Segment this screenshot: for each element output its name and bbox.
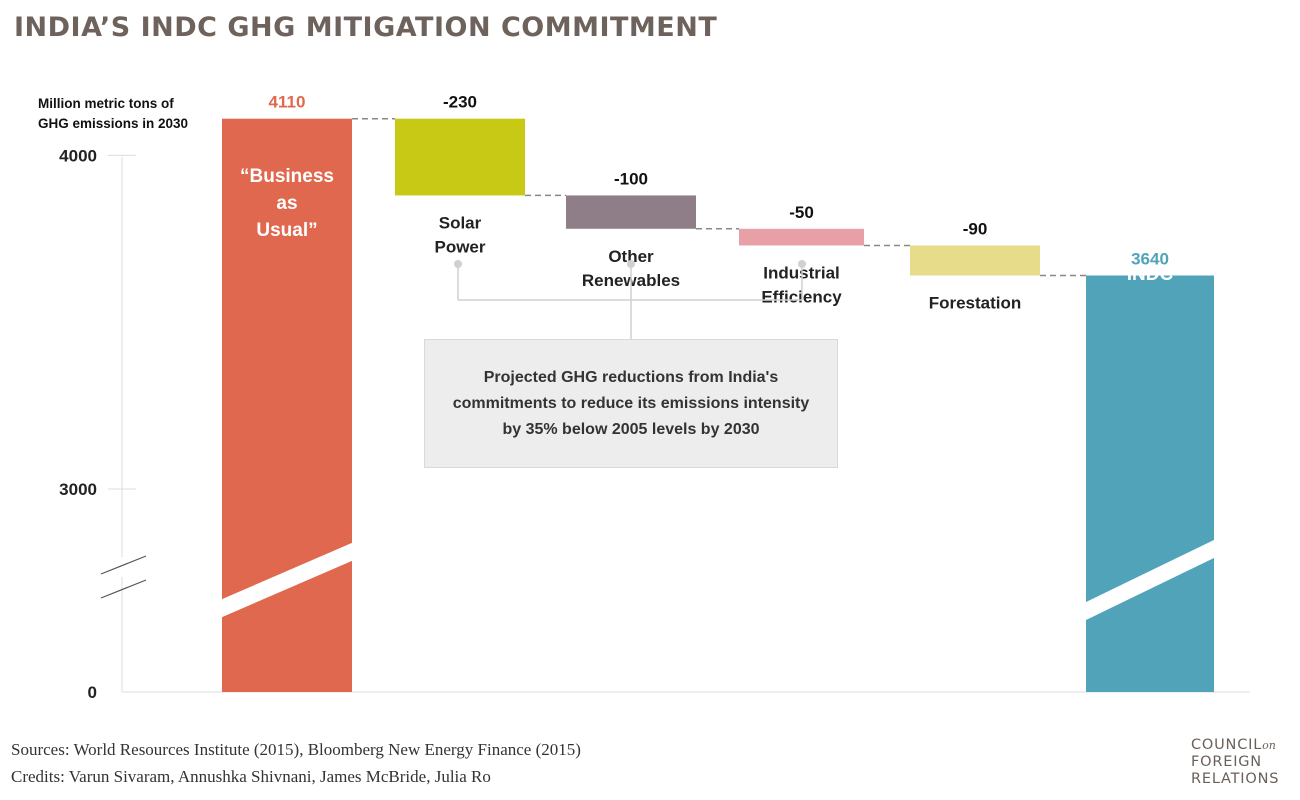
bar: [395, 118, 525, 196]
bar-value-label: -50: [789, 203, 814, 222]
axis-break-mark: [100, 579, 147, 599]
y-tick-label: 3000: [59, 480, 97, 499]
bar: [1086, 275, 1214, 692]
y-tick-label: 4000: [59, 146, 97, 165]
bar-value-label: -230: [443, 93, 477, 112]
bar: [739, 228, 864, 246]
y-tick-label: 0: [88, 683, 97, 702]
bar-break-band: [220, 542, 354, 618]
bar-value-label: -100: [614, 169, 648, 188]
cfr-logo: COUNCILon FOREIGN RELATIONS: [1191, 737, 1279, 788]
logo-line1: COUNCIL: [1191, 737, 1263, 753]
annotation-text: Projected GHG reductions from India's co…: [452, 368, 810, 438]
y-axis-label: Million metric tons of: [38, 96, 174, 111]
bar-value-label: 4110: [269, 93, 306, 112]
bar-category-label: Forestation: [929, 293, 1022, 312]
bar-value-label: -90: [963, 219, 988, 238]
sources-block: Sources: World Resources Institute (2015…: [11, 736, 581, 790]
bar-category-label: INDC: [1127, 264, 1174, 285]
bar-break-band: [1084, 539, 1216, 621]
bar-category-label: Solar: [439, 213, 482, 232]
bar: [566, 195, 696, 229]
logo-line3: RELATIONS: [1191, 771, 1280, 787]
bar-category-label: Usual”: [256, 220, 317, 241]
bar: [910, 245, 1040, 276]
waterfall-chart: Million metric tons of GHG emissions in 2…: [38, 93, 1250, 702]
credits-text: Credits: Varun Sivaram, Annushka Shivnan…: [11, 767, 491, 786]
bar-category-label: “Business: [240, 166, 334, 187]
logo-on: on: [1262, 739, 1276, 752]
bar-category-label: as: [276, 193, 297, 214]
bar-value-label: 3640: [1131, 249, 1169, 268]
annotation-box: Projected GHG reductions from India's co…: [424, 339, 838, 468]
bar-category-label: Power: [434, 237, 485, 256]
sources-text: Sources: World Resources Institute (2015…: [11, 740, 581, 759]
page-title: INDIA’S INDC GHG MITIGATION COMMITMENT: [14, 12, 718, 43]
logo-line2: FOREIGN: [1191, 754, 1262, 770]
y-axis-label: GHG emissions in 2030: [38, 116, 188, 131]
axis-break-mark: [100, 555, 147, 575]
bar-category-label: Other: [608, 247, 654, 266]
bar-category-label: Under: [1123, 237, 1179, 258]
